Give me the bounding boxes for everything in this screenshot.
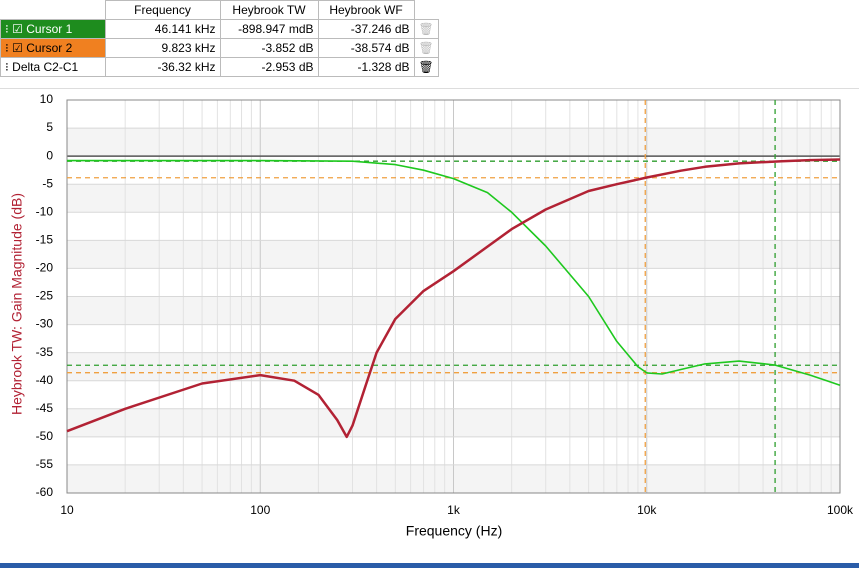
label: Cursor 2 xyxy=(26,41,73,55)
y-tick-label: -50 xyxy=(36,429,54,443)
delete[interactable]: 🗑 xyxy=(413,57,439,77)
status-bar xyxy=(0,563,859,568)
x-tick-label: 1k xyxy=(447,503,461,517)
separator xyxy=(0,88,859,89)
cell: -3.852 dB xyxy=(219,38,319,58)
label: Cursor 1 xyxy=(26,22,73,36)
cursor-name: ⁝ Delta C2-C1 xyxy=(0,57,106,77)
y-tick-label: -20 xyxy=(36,261,54,275)
x-tick-label: 10 xyxy=(60,503,74,517)
delete[interactable]: 🗑 xyxy=(413,19,439,39)
y-tick-label: -10 xyxy=(36,204,54,218)
cell: -38.574 dB xyxy=(317,38,415,58)
y-tick-label: -30 xyxy=(36,317,54,331)
y-tick-label: -40 xyxy=(36,373,54,387)
cursor-name[interactable]: ⁝ ☑ Cursor 1 xyxy=(0,19,106,39)
cell: -37.246 dB xyxy=(317,19,415,39)
y-tick-label: 10 xyxy=(40,92,54,106)
cell: -1.328 dB xyxy=(317,57,415,77)
cursor-name[interactable]: ⁝ ☑ Cursor 2 xyxy=(0,38,106,58)
y-tick-label: -35 xyxy=(36,345,54,359)
y-tick-label: -55 xyxy=(36,457,54,471)
y-tick-label: 5 xyxy=(46,120,53,134)
y-tick-label: -60 xyxy=(36,485,54,499)
label: Delta C2-C1 xyxy=(12,60,79,74)
y-tick-label: -5 xyxy=(42,176,53,190)
delete[interactable]: 🗑 xyxy=(413,38,439,58)
x-tick-label: 100k xyxy=(827,503,854,517)
y-axis-label: Heybrook TW: Gain Magnitude (dB) xyxy=(9,193,25,415)
header: Heybrook TW xyxy=(219,0,319,20)
header: Heybrook WF xyxy=(317,0,415,20)
cell: -36.32 kHz xyxy=(104,57,221,77)
series-line xyxy=(66,158,841,439)
x-tick-label: 100 xyxy=(250,503,270,517)
cursor-table: Frequency Heybrook TW Heybrook WF ⁝ ☑ Cu… xyxy=(0,0,439,77)
x-axis-label: Frequency (Hz) xyxy=(406,523,502,539)
cell: 46.141 kHz xyxy=(104,19,221,39)
chart: Frequency (Hz) Heybrook TW: Gain Magnitu… xyxy=(0,88,859,539)
cell: 9.823 kHz xyxy=(104,38,221,58)
series-line xyxy=(67,159,841,386)
y-tick-label: 0 xyxy=(46,148,53,162)
cell: -2.953 dB xyxy=(219,57,319,77)
y-tick-label: -45 xyxy=(36,401,54,415)
y-tick-label: -15 xyxy=(36,233,54,247)
header: Frequency xyxy=(104,0,221,20)
cell: -898.947 mdB xyxy=(219,19,319,39)
x-tick-label: 10k xyxy=(637,503,657,517)
plot-frame xyxy=(66,99,841,494)
y-tick-label: -25 xyxy=(36,289,54,303)
